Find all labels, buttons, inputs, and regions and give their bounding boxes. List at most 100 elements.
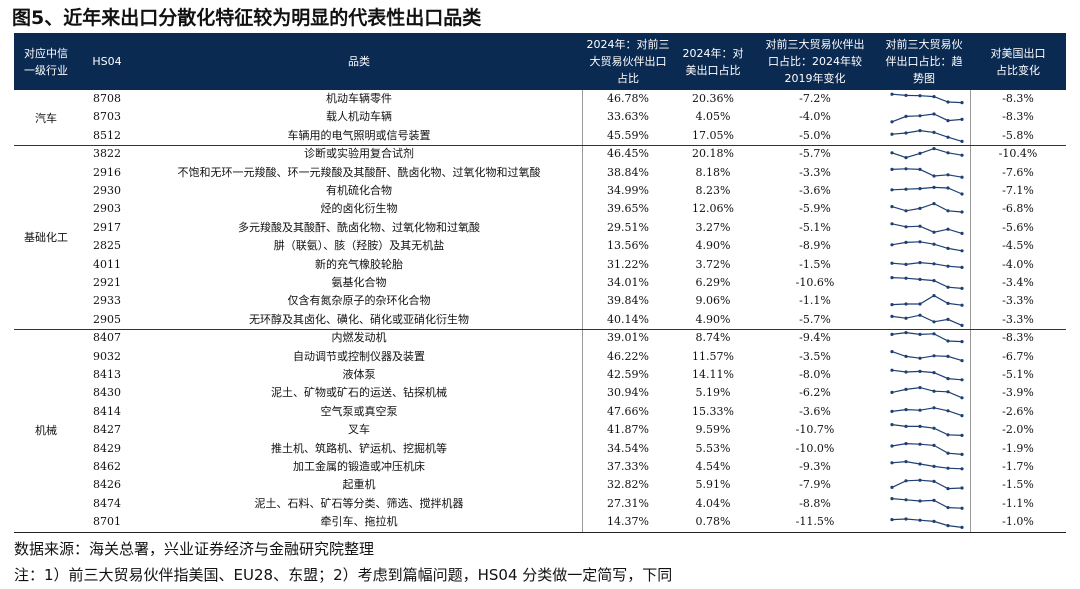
- trend-point: [890, 221, 894, 226]
- trend-point: [904, 276, 908, 280]
- us-share: 9.06%: [695, 294, 731, 308]
- top3-share: 42.59%: [607, 368, 649, 381]
- us-share: 4.05%: [695, 110, 731, 124]
- trend-point: [960, 413, 964, 417]
- trend-point: [890, 518, 894, 522]
- trend-point: [890, 120, 894, 124]
- trend-point: [946, 354, 950, 358]
- product-name: 载人机动车辆: [326, 110, 392, 124]
- trend-sparkline: [890, 331, 964, 344]
- hs-code: 2916: [93, 165, 121, 179]
- trend-point: [918, 386, 922, 390]
- us-share: 5.91%: [695, 478, 731, 492]
- us-change: -2.6%: [1002, 404, 1034, 418]
- trend-point: [946, 505, 950, 509]
- trend-point: [904, 424, 908, 429]
- trend-point: [946, 285, 950, 289]
- trend-point: [932, 185, 936, 189]
- trend-line: [891, 332, 963, 343]
- trend-point: [932, 279, 936, 283]
- trend-point: [918, 408, 922, 412]
- trend-point: [890, 132, 894, 136]
- us-change: -4.0%: [1002, 257, 1034, 271]
- header-industry: 对应中信 一级行业: [14, 33, 78, 90]
- table-row: 8701 牵引车、拖拉机 14.37% 0.78% -11.5% -1.0%: [14, 513, 1066, 531]
- product-name: 加工金属的锻造或冲压机床: [293, 460, 425, 473]
- header-label-line: 一级行业: [24, 63, 68, 77]
- top3-share: 34.54%: [607, 441, 649, 455]
- us-share: 12.06%: [692, 202, 734, 216]
- product-name: 牵引车、拖拉机: [320, 515, 398, 529]
- trend-line: [891, 479, 963, 490]
- trend-point: [946, 339, 950, 343]
- top3-change: -10.7%: [795, 423, 835, 437]
- table-row: 8474 泥土、石料、矿石等分类、筛选、搅拌机器 27.31% 4.04% -8.8% -…: [14, 495, 1066, 513]
- top3-change: -10.6%: [795, 276, 835, 289]
- header-label-line: 大贸易伙伴出口: [589, 55, 667, 68]
- trend-sparkline: [890, 128, 964, 143]
- hs-code: 8462: [93, 460, 121, 473]
- trend-line: [891, 314, 963, 326]
- trend-point: [946, 451, 950, 455]
- us-change: -8.3%: [1002, 110, 1034, 124]
- trend-point: [960, 286, 964, 290]
- trend-point: [946, 186, 950, 190]
- table-row: 4011 新的充气橡胶轮胎 31.22% 3.72% -1.5% -4.0%: [14, 256, 1066, 274]
- us-change: -6.7%: [1002, 349, 1034, 363]
- trend-point: [946, 100, 950, 104]
- top3-change: -5.1%: [799, 220, 831, 234]
- top3-share: 30.94%: [607, 386, 649, 400]
- us-change: -3.3%: [1002, 312, 1034, 326]
- hs-code: 8429: [93, 441, 121, 455]
- trend-point: [890, 423, 894, 427]
- header-name: 品类: [136, 33, 582, 90]
- footnote: 注：1）前三大贸易伙伴指美国、EU28、东盟；2）考虑到篇幅问题，HS04 分类…: [14, 566, 673, 584]
- product-name: 诊断或实验用复合试剂: [304, 147, 414, 161]
- us-share: 4.54%: [695, 460, 731, 473]
- trend-line: [891, 277, 963, 289]
- top3-change: -11.5%: [795, 515, 835, 529]
- trend-point: [932, 202, 936, 206]
- trend-sparkline: [890, 112, 964, 124]
- us-share: 20.36%: [692, 92, 734, 105]
- table-row: 2825 肼（联氨）、胲（羟胺）及其无机盐 13.56% 4.90% -8.9% -4.5…: [14, 237, 1066, 255]
- trend-point: [960, 118, 964, 122]
- trend-sparkline: [890, 92, 964, 105]
- product-name: 氨基化合物: [331, 276, 387, 289]
- trend-sparkline: [890, 240, 964, 253]
- header-label-line: 口占比：2024年较: [768, 55, 862, 68]
- figure-title: 图5、近年来出口分散化特征较为明显的代表性出口品类: [12, 7, 482, 29]
- table-row: 2933 仅含有氮杂原子的杂环化合物 39.84% 9.06% -1.1% -3.3%: [14, 292, 1066, 310]
- trend-point: [904, 224, 908, 229]
- header-label: 对前三大贸易伙 伴出口占比：趋 势图: [886, 36, 963, 87]
- trend-line: [891, 518, 963, 529]
- industry-group-label: 基础化工: [24, 231, 68, 245]
- trend-line: [891, 167, 963, 178]
- group-divider: [14, 145, 1066, 147]
- top3-change: -3.3%: [799, 165, 831, 179]
- us-change: -1.1%: [1002, 496, 1034, 510]
- header-label: 2024年：对前三 大贸易伙伴出口 占比: [587, 36, 670, 87]
- table-row: 8462 加工金属的锻造或冲压机床 37.33% 4.54% -9.3% -1.7%: [14, 458, 1066, 476]
- us-change: -6.8%: [1002, 202, 1034, 216]
- trend-point: [918, 128, 922, 132]
- trend-point: [918, 356, 922, 360]
- trend-point: [960, 378, 964, 382]
- header-label: 品类: [348, 53, 370, 70]
- trend-line: [891, 406, 963, 416]
- trend-point: [932, 294, 936, 298]
- header-code: HS04: [78, 33, 136, 90]
- trend-point: [890, 409, 894, 413]
- table-row: 2917 多元羧酸及其酸酐、酰卤化物、过氧化物和过氧酸 29.51% 3.27% -5.…: [14, 219, 1066, 237]
- trend-point: [904, 209, 908, 213]
- trend-point: [904, 316, 908, 320]
- us-share: 8.18%: [695, 165, 731, 179]
- industry-group-label: 汽车: [35, 111, 57, 125]
- top3-change: -6.2%: [799, 386, 831, 400]
- trend-point: [904, 388, 908, 392]
- header-us-share: 2024年：对 美出口占比: [674, 33, 752, 90]
- product-name: 空气泵或真空泵: [320, 404, 398, 418]
- trend-sparkline: [890, 294, 964, 308]
- us-share: 4.04%: [695, 496, 731, 510]
- trend-point: [890, 92, 894, 96]
